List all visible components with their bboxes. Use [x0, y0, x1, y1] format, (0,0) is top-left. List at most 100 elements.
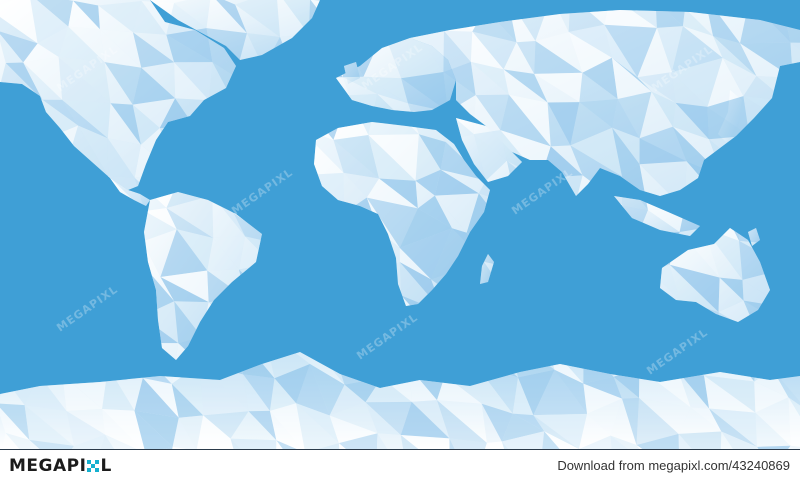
- poly-facet: [612, 127, 640, 177]
- poly-facet: [568, 24, 612, 58]
- poly-facet: [656, 26, 683, 73]
- poly-facet: [755, 412, 791, 447]
- poly-facet: [102, 408, 146, 449]
- poly-facet: [0, 382, 25, 406]
- logo-wordmark-suffix: L: [100, 456, 112, 476]
- poly-facet: [722, 57, 757, 97]
- poly-facet: [582, 57, 618, 99]
- poly-facet: [269, 403, 306, 449]
- poly-facet: [296, 364, 330, 416]
- poly-facet: [305, 337, 345, 385]
- poly-facet: [309, 364, 345, 416]
- poly-facet: [24, 405, 74, 446]
- poly-facet: [587, 398, 622, 436]
- poly-facet: [269, 410, 306, 449]
- poly-facet: [671, 57, 723, 107]
- poly-facet: [678, 372, 710, 409]
- poly-facet: [235, 0, 280, 37]
- poly-facet: [144, 208, 177, 230]
- poly-facet: [611, 57, 652, 92]
- poly-facet: [133, 32, 175, 68]
- poly-facet: [207, 238, 239, 271]
- poly-facet: [366, 197, 400, 248]
- poly-facet: [62, 99, 111, 139]
- poly-facet: [107, 138, 141, 178]
- poly-facet: [0, 432, 34, 449]
- poly-facet: [434, 195, 467, 233]
- poly-facet: [363, 76, 408, 104]
- poly-facet: [443, 30, 471, 72]
- poly-facet: [534, 41, 583, 74]
- poly-facet: [235, 4, 280, 37]
- poly-facet: [243, 374, 275, 411]
- poly-facet: [23, 57, 63, 100]
- poly-facet: [248, 410, 277, 441]
- poly-facet: [672, 102, 709, 140]
- poly-facet: [621, 397, 639, 445]
- poly-facet: [104, 62, 133, 105]
- poly-facet: [368, 134, 419, 181]
- poly-facet: [110, 103, 141, 145]
- poly-facet: [473, 134, 507, 181]
- poly-facet: [213, 236, 246, 270]
- poly-facet: [503, 69, 548, 103]
- poly-facet: [473, 130, 507, 161]
- poly-facet: [669, 264, 719, 312]
- poly-facet: [132, 67, 176, 105]
- poly-facet: [474, 363, 513, 414]
- poly-facet: [583, 376, 622, 399]
- poly-facet: [299, 127, 344, 173]
- poly-facet: [755, 397, 791, 446]
- poly-facet: [516, 41, 536, 74]
- poly-facet: [276, 0, 311, 35]
- poly-facet: [475, 94, 509, 131]
- poly-facet: [29, 0, 74, 27]
- poly-facet: [604, 24, 638, 78]
- poly-facet: [671, 72, 708, 107]
- poly-facet: [417, 195, 453, 229]
- pixel-x-icon: [87, 459, 100, 473]
- poly-facet: [399, 262, 444, 313]
- poly-facet: [512, 413, 545, 432]
- poly-facet: [365, 402, 401, 436]
- poly-facet: [613, 376, 639, 399]
- poly-facet: [651, 91, 676, 127]
- poly-facet: [672, 126, 724, 177]
- poly-facet: [704, 227, 743, 280]
- poly-facet: [790, 42, 800, 67]
- poly-facet: [501, 413, 545, 442]
- poly-facet: [199, 363, 249, 412]
- poly-facet: [0, 403, 30, 440]
- poly-facet: [172, 417, 197, 449]
- poly-facet: [534, 72, 583, 103]
- poly-facet: [399, 228, 453, 280]
- poly-facet: [612, 127, 640, 165]
- poly-facet: [481, 403, 513, 442]
- poly-facet: [365, 401, 412, 436]
- poly-facet: [503, 69, 548, 103]
- poly-facet: [0, 30, 24, 64]
- megapixl-logo[interactable]: MEGAPI L: [9, 456, 112, 476]
- poly-facet: [66, 410, 105, 446]
- poly-facet: [142, 241, 161, 277]
- poly-facet: [690, 407, 722, 432]
- poly-facet: [579, 72, 618, 103]
- poly-facet: [329, 415, 378, 444]
- poly-facet: [37, 26, 69, 58]
- poly-facet: [415, 134, 441, 181]
- poly-facet: [5, 62, 43, 100]
- download-link[interactable]: Download from megapixl.com/43240869: [557, 458, 790, 473]
- poly-facet: [176, 229, 214, 271]
- poly-facet: [363, 76, 408, 104]
- poly-facet: [512, 377, 534, 416]
- poly-facet: [296, 403, 339, 449]
- poly-facet: [709, 408, 758, 447]
- poly-facet: [637, 77, 676, 103]
- poly-facet: [707, 57, 744, 107]
- poly-facet: [470, 31, 504, 70]
- poly-facet: [636, 433, 680, 449]
- poly-facet: [400, 435, 450, 449]
- poly-facet: [376, 433, 410, 449]
- poly-facet: [578, 413, 611, 449]
- poly-facet: [418, 134, 446, 170]
